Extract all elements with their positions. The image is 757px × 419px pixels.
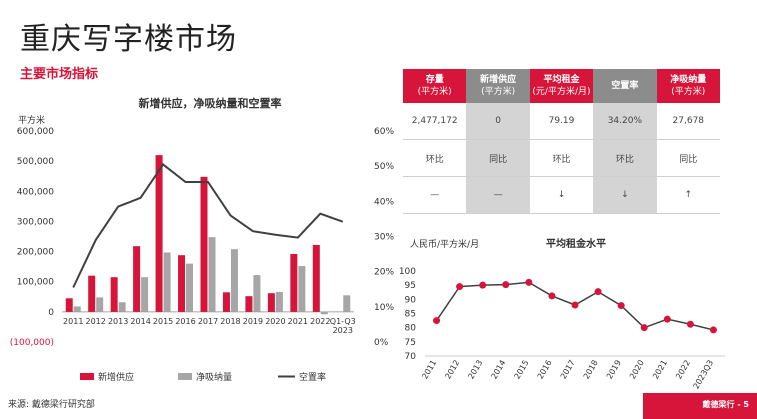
bar-new-supply <box>267 293 275 312</box>
kpi-header-label: 净吸纳量 <box>670 75 707 85</box>
kpi-values-cell: 2,477,172 <box>403 103 467 140</box>
y2-tick-label: 40% <box>374 197 394 207</box>
bar-new-supply <box>222 292 230 312</box>
bar-net-absorption <box>96 297 104 312</box>
source-note: 来源: 戴德梁行研究部 <box>8 400 95 410</box>
kpi-header-4: 净吸纳量 (平方米) <box>656 69 720 103</box>
kpi-compare-cell: 同比 <box>656 139 720 177</box>
x-tick-label: 2019 <box>243 317 263 326</box>
kpi-compare-cell: 环比 <box>403 139 467 177</box>
y-tick-label: 500,000 <box>17 157 54 167</box>
bar-new-supply <box>200 176 208 312</box>
y-tick-label: 300,000 <box>17 217 54 227</box>
kpi-header-label: 平均租金 <box>543 75 580 85</box>
kpi-table: 存量 (平方米) 新增供应 (平方米) 平均租金 (元/平方米/月) 空置率 净吸纳量 (平方米… <box>403 69 720 214</box>
x-tick-label: 2012 <box>86 317 106 326</box>
bar-net-absorption <box>320 311 328 315</box>
kpi-trend-cell: ↑ <box>656 176 720 214</box>
kpi-trend-cell: — <box>403 176 467 214</box>
kpi-header-3: 空置率 <box>593 69 657 103</box>
legend-swatch-net-absorption <box>178 373 192 380</box>
x-tick-label: Q1-Q3 2023 <box>330 317 356 335</box>
footer-bar: 戴德梁行 - 5 <box>643 393 757 419</box>
section-subtitle: 主要市场指标 <box>20 67 99 82</box>
kpi-values-cell: 0 <box>466 103 530 140</box>
x-tick-label: 2020 <box>265 317 285 326</box>
kpi-header-1: 新增供应 (平方米) <box>466 69 530 103</box>
kpi-header-unit: (平方米) <box>671 87 706 97</box>
bar-net-absorption <box>141 277 149 312</box>
kpi-header-label: 存量 <box>425 75 444 85</box>
bar-new-supply <box>290 253 298 312</box>
y-tick-label: 0 <box>48 308 54 318</box>
kpi-values-cell: 27,678 <box>656 103 720 140</box>
kpi-trend-cell: — <box>466 176 530 214</box>
bar-new-supply <box>245 296 253 312</box>
kpi-header-unit: (平方米) <box>481 87 516 97</box>
y2-tick-label: 10% <box>374 303 394 313</box>
bar-new-supply <box>65 298 73 312</box>
kpi-compare-cell: 环比 <box>529 139 594 177</box>
page-title: 重庆写字楼市场 <box>20 22 237 57</box>
bar-new-supply <box>312 244 320 312</box>
footer-text: 戴德梁行 - 5 <box>702 400 749 409</box>
kpi-values-cell: 79.19 <box>529 103 594 140</box>
y-tick-label: 400,000 <box>17 187 54 197</box>
x-tick-label: 2014 <box>130 317 150 326</box>
bar-net-absorption <box>73 306 81 312</box>
bar-net-absorption <box>208 237 216 312</box>
bar-new-supply <box>155 155 163 312</box>
x-tick-label: 2015 <box>153 317 173 326</box>
x-tick-label: 2011 <box>63 317 83 326</box>
legend-label-new-supply: 新增供应 <box>98 371 134 383</box>
x-tick-label: 2017 <box>198 317 218 326</box>
legend-label-net-absorption: 净吸纳量 <box>196 371 232 383</box>
bar-new-supply <box>178 255 186 312</box>
bar-new-supply <box>133 246 141 312</box>
y-tick-label: 200,000 <box>17 248 54 258</box>
x-tick-label: 2016 <box>175 317 195 326</box>
vacancy-rate-line <box>72 162 344 288</box>
bar-net-absorption <box>298 266 306 312</box>
y-tick-label: 600,000 <box>17 127 54 137</box>
main-chart-title: 新增供应，净吸纳量和空置率 <box>139 96 282 110</box>
x-tick-label: 2021 <box>288 317 308 326</box>
x-tick-label: 2022 <box>310 317 330 326</box>
y-tick-label: 100,000 <box>17 278 54 288</box>
bar-new-supply <box>110 277 118 312</box>
bar-net-absorption <box>253 275 261 312</box>
y-tick-label: (100,000) <box>10 338 54 348</box>
kpi-values-cell: 34.20% <box>593 103 657 140</box>
y2-tick-label: 0% <box>374 338 389 348</box>
kpi-header-label: 空置率 <box>611 81 639 91</box>
bar-net-absorption <box>118 302 126 312</box>
kpi-header-unit: (元/平方米/月) <box>532 87 591 97</box>
kpi-header-0: 存量 (平方米) <box>403 69 467 103</box>
kpi-compare-cell: 环比 <box>593 139 657 177</box>
bar-net-absorption <box>230 249 238 312</box>
legend-swatch-new-supply <box>80 373 94 380</box>
kpi-header-unit: (平方米) <box>417 87 452 97</box>
bar-new-supply <box>88 275 96 312</box>
bar-net-absorption <box>163 252 171 312</box>
legend-label-vacancy: 空置率 <box>299 371 326 383</box>
y2-tick-label: 60% <box>374 127 394 137</box>
x-tick-label: 2018 <box>220 317 240 326</box>
kpi-header-label: 新增供应 <box>480 75 517 85</box>
y2-tick-label: 50% <box>374 162 394 172</box>
main-chart-ylabel: 平方米 <box>18 114 45 126</box>
kpi-compare-cell: 同比 <box>466 139 530 177</box>
kpi-trend-cell: ↓ <box>529 176 594 214</box>
bar-net-absorption <box>275 291 283 312</box>
x-tick-label: 2013 <box>108 317 128 326</box>
y2-tick-label: 30% <box>374 233 394 243</box>
kpi-header-2: 平均租金 (元/平方米/月) <box>529 69 594 103</box>
kpi-trend-cell: ↓ <box>593 176 657 214</box>
bar-net-absorption <box>343 295 351 312</box>
bar-net-absorption <box>186 263 194 312</box>
y2-tick-label: 20% <box>374 268 394 278</box>
